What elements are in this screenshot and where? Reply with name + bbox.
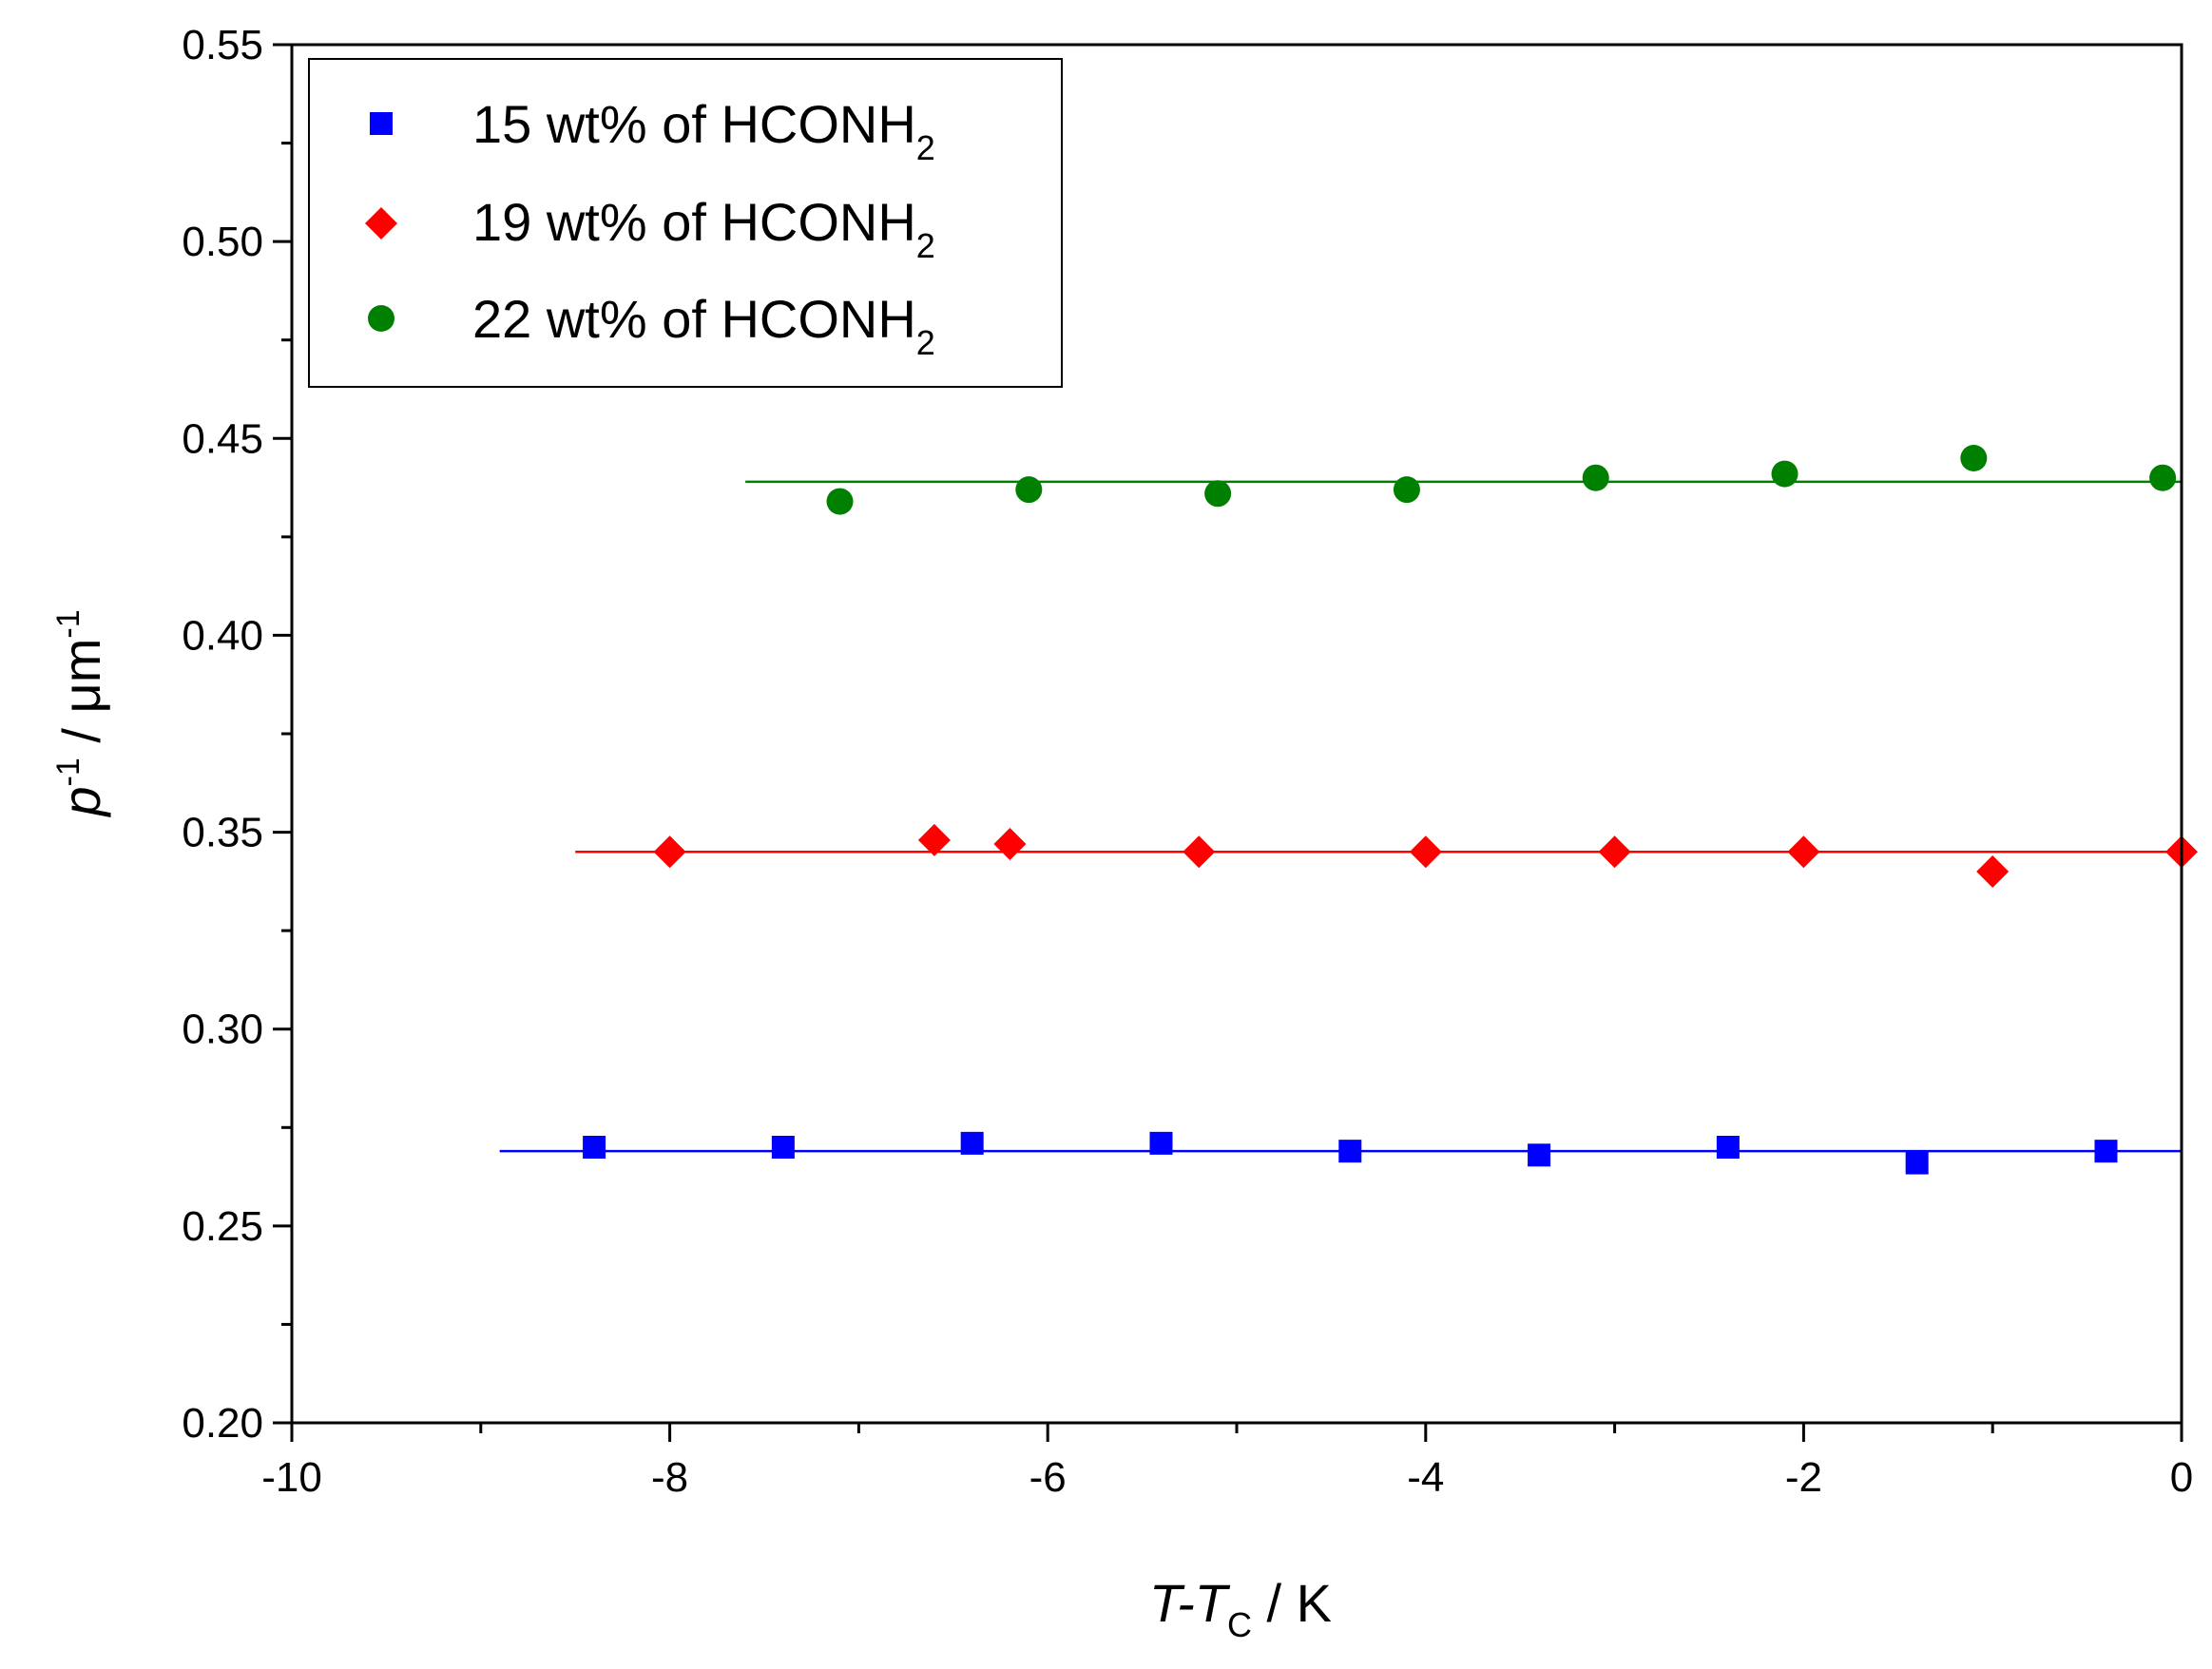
legend-label-15wt: 15 wt% of HCONH2	[472, 94, 935, 167]
x-tick-label: 0	[2170, 1454, 2193, 1501]
data-point-circle	[1960, 445, 1988, 471]
y-tick-label: 0.45	[182, 415, 263, 462]
data-point-circle	[2149, 464, 2177, 491]
data-point-diamond	[917, 823, 951, 856]
legend-box	[308, 58, 1063, 388]
data-point-square	[1338, 1140, 1362, 1163]
data-point-diamond	[1183, 835, 1216, 869]
data-point-circle	[1015, 476, 1043, 504]
data-markers	[583, 445, 2198, 1175]
data-point-circle	[1204, 480, 1232, 508]
x-tick-label: -6	[1029, 1454, 1067, 1501]
x-tick-label: -2	[1785, 1454, 1822, 1501]
legend-label-19wt: 19 wt% of HCONH2	[472, 192, 935, 265]
y-axis-title: p-1 / μm-1	[50, 609, 111, 817]
y-tick-label: 0.35	[182, 810, 263, 856]
data-point-circle	[1582, 464, 1609, 491]
data-point-square	[1528, 1143, 1551, 1167]
data-point-diamond	[1598, 835, 1631, 869]
y-tick-label: 0.40	[182, 612, 263, 659]
data-point-square	[583, 1136, 606, 1159]
data-point-diamond	[1409, 835, 1442, 869]
legend-entry-22wt: 22 wt% of HCONH2	[368, 289, 935, 362]
x-tick-label: -8	[651, 1454, 688, 1501]
data-point-diamond	[1976, 855, 2010, 888]
data-point-circle	[826, 488, 854, 515]
legend-marker-circle	[368, 305, 394, 332]
legend: 15 wt% of HCONH2 19 wt% of HCONH2 22 wt%…	[308, 58, 1063, 388]
data-point-square	[1716, 1136, 1740, 1159]
y-tick-label: 0.25	[182, 1203, 263, 1250]
x-tick-label: -4	[1407, 1454, 1444, 1501]
legend-entry-19wt: 19 wt% of HCONH2	[365, 192, 935, 265]
x-tick-label: -10	[261, 1454, 322, 1501]
legend-marker-square	[370, 112, 393, 135]
data-point-circle	[1771, 460, 1798, 488]
legend-label-22wt: 22 wt% of HCONH2	[472, 289, 935, 362]
data-point-square	[960, 1131, 984, 1155]
data-point-square	[2094, 1140, 2118, 1163]
axes: -10 -8 -6 -4 -2 0 0.20 0.25 0.30 0.35 0.40 0.45 0.50…	[182, 22, 2193, 1501]
x-axis-title: T-TC / K	[1149, 1573, 1332, 1644]
data-point-square	[1905, 1151, 1929, 1175]
y-tick-label: 0.20	[182, 1400, 263, 1447]
legend-marker-diamond	[365, 207, 397, 240]
y-tick-label: 0.55	[182, 22, 263, 68]
data-point-circle	[1393, 476, 1420, 504]
data-point-diamond	[1787, 835, 1820, 869]
y-tick-label: 0.30	[182, 1007, 263, 1053]
data-point-diamond	[993, 828, 1027, 860]
y-tick-label: 0.50	[182, 219, 263, 265]
data-point-square	[1149, 1131, 1173, 1155]
legend-entry-15wt: 15 wt% of HCONH2	[370, 94, 935, 167]
data-point-diamond	[653, 835, 686, 869]
data-point-square	[771, 1136, 795, 1159]
